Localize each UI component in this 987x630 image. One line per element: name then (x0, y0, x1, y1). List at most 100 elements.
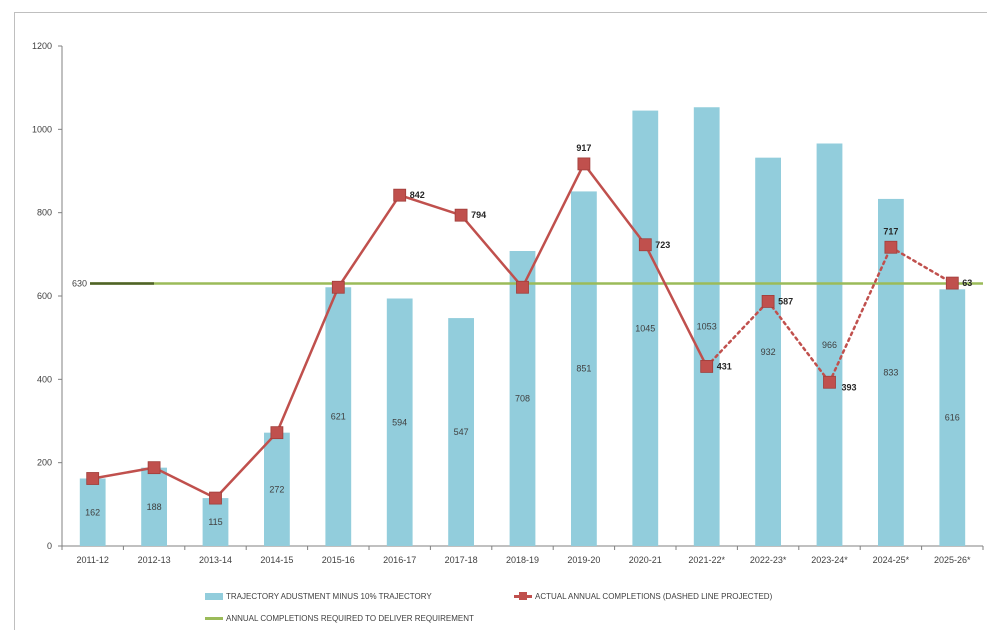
actual-line-segment (398, 193, 463, 217)
line-value-label: 393 (842, 382, 857, 392)
line-marker (270, 426, 284, 440)
bar (571, 191, 597, 546)
actual-line-segment (275, 286, 340, 434)
line-marker (823, 375, 836, 389)
actual-line-segment (582, 162, 647, 246)
x-tick-label: 2014-15 (260, 555, 293, 565)
line-marker (577, 157, 591, 171)
bar (325, 287, 352, 546)
x-tick-label: 2011-12 (77, 555, 109, 565)
x-tick-label: 2019-20 (567, 555, 600, 565)
bar (79, 478, 106, 546)
projected-line-segment (705, 300, 770, 368)
bar-value-label: 932 (761, 347, 776, 357)
y-tick-label: 400 (37, 374, 52, 384)
bar-value-labels: 162 188 115 272 621 594 547 708 851 1045 1053 932 96… (85, 322, 960, 527)
line-marker (700, 360, 714, 373)
line-marker (945, 276, 959, 290)
bar (693, 107, 720, 546)
actual-line-segment (459, 213, 524, 289)
x-tick-label: 2017-18 (445, 555, 478, 565)
y-tick-labels: 0 200 400 600 800 1000 1200 (32, 41, 52, 551)
bar (509, 251, 536, 546)
x-tick-label: 2023-24* (811, 555, 848, 565)
bar-value-label: 594 (392, 417, 407, 427)
bar-value-label: 162 (85, 507, 100, 517)
bar (448, 318, 474, 546)
y-tick-label: 0 (47, 541, 52, 551)
y-tick-label: 200 (37, 458, 52, 468)
y-tick-label: 1000 (32, 124, 52, 134)
bar (755, 157, 781, 546)
line-marker (147, 461, 161, 475)
projected-line-segment (766, 300, 831, 384)
x-tick-label: 2015-16 (322, 555, 355, 565)
y-tick-label: 1200 (32, 41, 52, 51)
requirement-value-label: 630 (72, 279, 87, 289)
bar (386, 298, 413, 546)
bar-value-label: 851 (576, 364, 591, 374)
bar (264, 432, 290, 546)
line-marker (331, 280, 345, 294)
x-tick-label: 2013-14 (199, 555, 232, 565)
completions-line (91, 162, 954, 500)
x-tick-label: 2022-23* (750, 555, 787, 565)
bar (202, 498, 229, 546)
line-value-label: 794 (471, 210, 486, 220)
actual-line-segment (214, 431, 279, 500)
bar-value-label: 547 (454, 427, 469, 437)
line-value-label: 723 (655, 240, 670, 250)
projected-line-segment (889, 246, 954, 285)
actual-line-segment (337, 193, 401, 289)
requirement-line: 630 (72, 279, 983, 289)
bar-value-label: 966 (822, 340, 837, 350)
line-marker (761, 295, 775, 308)
line-marker (884, 240, 898, 254)
actual-line-segment (91, 466, 156, 480)
actual-line-segment (521, 162, 586, 289)
x-tick-label: 2024-25* (873, 555, 910, 565)
bar (816, 143, 843, 546)
bar-series (79, 107, 966, 546)
line-value-label: 431 (717, 361, 732, 371)
bar (878, 198, 904, 546)
line-marker (393, 188, 407, 202)
bar (141, 467, 167, 546)
bar-value-label: 708 (515, 394, 530, 404)
x-tick-label: 2021-22* (688, 555, 725, 565)
bar-value-label: 1053 (697, 322, 717, 332)
line-marker (516, 280, 529, 294)
actual-line-segment (152, 466, 217, 500)
line-marker (209, 491, 222, 505)
completions-value-labels: 842 794 917 723 431 587 393 717 63 (410, 143, 973, 392)
bar-value-label: 1045 (635, 323, 655, 333)
line-value-label: 587 (778, 296, 793, 306)
x-tick-label: 2018-19 (506, 555, 539, 565)
chart-frame (14, 12, 987, 630)
bar-value-label: 621 (331, 412, 346, 422)
x-tick-label: 2020-21 (629, 555, 662, 565)
actual-line-segment (644, 243, 708, 368)
line-marker (638, 238, 652, 252)
bar-value-label: 115 (208, 517, 222, 527)
line-marker (86, 472, 100, 485)
x-tick-label: 2025-26* (934, 555, 971, 565)
line-value-label: 842 (410, 190, 425, 200)
line-value-label: 63 (962, 278, 972, 288)
line-value-label: 917 (576, 143, 591, 153)
x-tick-label: 2016-17 (383, 555, 416, 565)
bar (939, 289, 966, 546)
line-marker (454, 208, 468, 222)
bar-value-label: 616 (945, 413, 960, 423)
bar (632, 110, 659, 546)
completions-markers (86, 157, 959, 505)
bar-value-label: 188 (147, 502, 162, 512)
y-tick-label: 800 (37, 208, 52, 218)
x-tick-labels: 2011-12 2012-13 2013-14 2014-15 2015-16 2016-… (77, 555, 972, 565)
projected-line-segment (828, 246, 893, 384)
bar-value-label: 272 (269, 484, 284, 494)
bar-value-label: 833 (883, 367, 898, 377)
line-value-label: 717 (883, 226, 898, 236)
y-tick-label: 600 (37, 291, 52, 301)
